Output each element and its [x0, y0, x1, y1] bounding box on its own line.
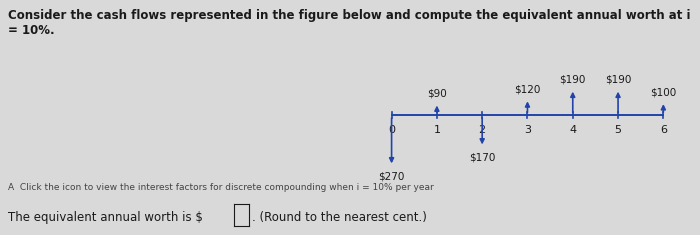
Text: . (Round to the nearest cent.): . (Round to the nearest cent.)	[252, 212, 427, 224]
Text: $100: $100	[650, 87, 676, 97]
Text: $170: $170	[469, 153, 496, 163]
Text: Consider the cash flows represented in the figure below and compute the equivale: Consider the cash flows represented in t…	[8, 9, 691, 37]
Text: $190: $190	[605, 75, 631, 85]
Text: $270: $270	[379, 172, 405, 182]
Text: 0: 0	[388, 125, 395, 135]
Text: 3: 3	[524, 125, 531, 135]
Text: The equivalent annual worth is $: The equivalent annual worth is $	[8, 212, 203, 224]
Text: 2: 2	[479, 125, 486, 135]
Text: $90: $90	[427, 89, 447, 98]
Text: 6: 6	[660, 125, 667, 135]
Text: 4: 4	[569, 125, 576, 135]
Text: 1: 1	[433, 125, 440, 135]
Text: 5: 5	[615, 125, 622, 135]
Text: A  Click the icon to view the interest factors for discrete compounding when i =: A Click the icon to view the interest fa…	[8, 183, 434, 192]
Text: $120: $120	[514, 84, 540, 94]
Text: $190: $190	[559, 75, 586, 85]
